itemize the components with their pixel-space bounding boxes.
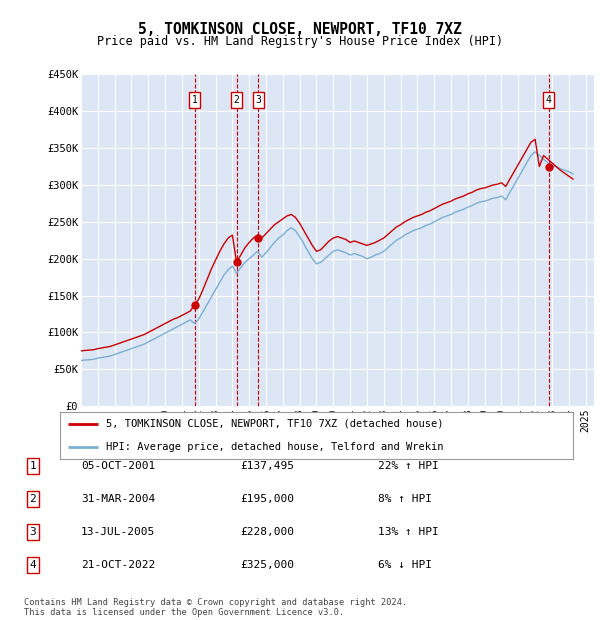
Text: £137,495: £137,495 [240,461,294,471]
Text: HPI: Average price, detached house, Telford and Wrekin: HPI: Average price, detached house, Telf… [106,442,443,452]
Text: 4: 4 [29,560,37,570]
Text: 3: 3 [256,95,261,105]
Text: 22% ↑ HPI: 22% ↑ HPI [378,461,439,471]
Text: 31-MAR-2004: 31-MAR-2004 [81,494,155,504]
Text: £228,000: £228,000 [240,527,294,537]
Text: 5, TOMKINSON CLOSE, NEWPORT, TF10 7XZ: 5, TOMKINSON CLOSE, NEWPORT, TF10 7XZ [138,22,462,37]
Text: 2: 2 [29,494,37,504]
Text: Contains HM Land Registry data © Crown copyright and database right 2024.: Contains HM Land Registry data © Crown c… [24,598,407,607]
Text: 4: 4 [545,95,551,105]
Text: £195,000: £195,000 [240,494,294,504]
Text: 2: 2 [233,95,239,105]
Text: 5, TOMKINSON CLOSE, NEWPORT, TF10 7XZ (detached house): 5, TOMKINSON CLOSE, NEWPORT, TF10 7XZ (d… [106,419,443,429]
Text: 1: 1 [29,461,37,471]
Text: 3: 3 [29,527,37,537]
Text: 05-OCT-2001: 05-OCT-2001 [81,461,155,471]
Text: Price paid vs. HM Land Registry's House Price Index (HPI): Price paid vs. HM Land Registry's House … [97,35,503,48]
Text: 13-JUL-2005: 13-JUL-2005 [81,527,155,537]
Text: 1: 1 [191,95,197,105]
Text: 6% ↓ HPI: 6% ↓ HPI [378,560,432,570]
Text: 8% ↑ HPI: 8% ↑ HPI [378,494,432,504]
Text: 13% ↑ HPI: 13% ↑ HPI [378,527,439,537]
Text: £325,000: £325,000 [240,560,294,570]
Text: This data is licensed under the Open Government Licence v3.0.: This data is licensed under the Open Gov… [24,608,344,617]
Text: 21-OCT-2022: 21-OCT-2022 [81,560,155,570]
